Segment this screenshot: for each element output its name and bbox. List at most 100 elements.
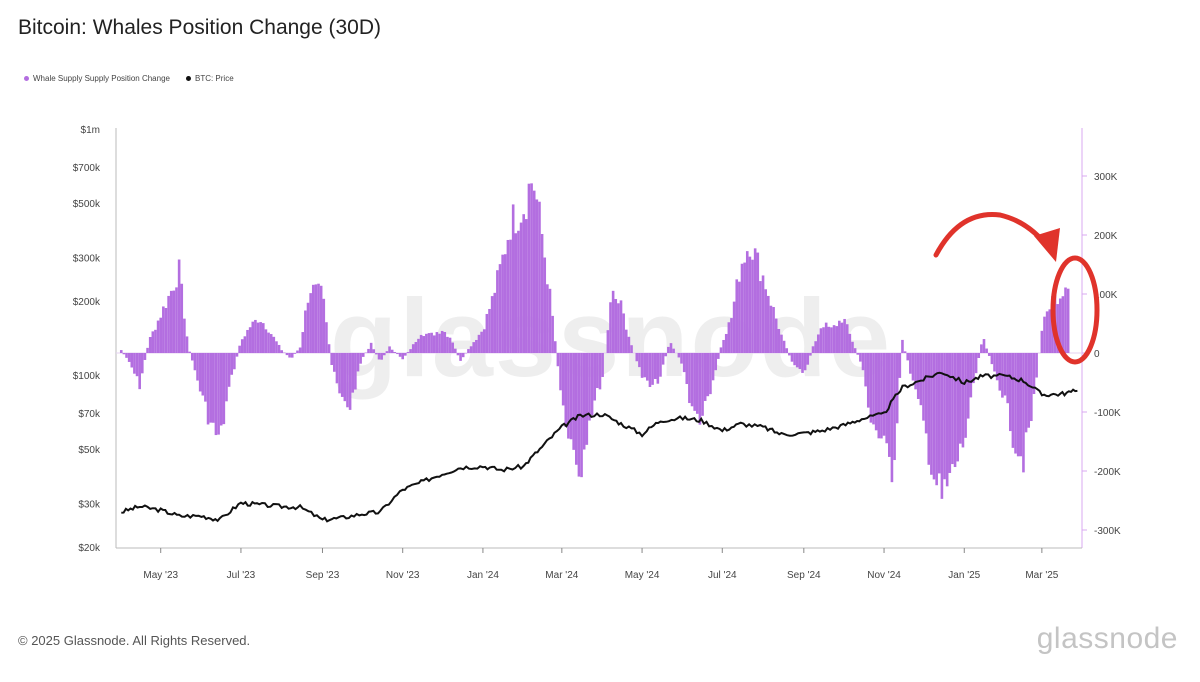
whale-bar — [959, 353, 962, 444]
whale-bar — [1064, 287, 1067, 353]
whale-bar — [940, 353, 944, 499]
whale-bar — [898, 353, 902, 378]
whale-bar — [525, 219, 528, 353]
whale-bar — [738, 281, 741, 353]
whale-bar — [743, 262, 746, 353]
whale-bar — [980, 344, 983, 353]
whale-bar — [635, 353, 639, 362]
whale-bar — [1027, 353, 1031, 428]
whale-bar — [840, 322, 844, 353]
whale-bar — [685, 353, 689, 385]
right-tick-label: 100K — [1094, 290, 1118, 301]
whale-bar — [522, 214, 525, 353]
whale-bar — [943, 353, 946, 480]
whale-bar — [609, 302, 612, 353]
whale-bar — [251, 321, 255, 353]
right-tick-label: -200K — [1094, 467, 1121, 478]
whale-bar — [425, 333, 428, 353]
whale-bar — [585, 353, 589, 445]
whale-bar — [966, 353, 970, 419]
whale-bar — [422, 336, 426, 353]
whale-bar — [872, 353, 875, 425]
whale-bar — [206, 353, 210, 425]
whale-bar — [148, 337, 152, 353]
whale-bar — [698, 353, 702, 425]
whale-bar — [188, 351, 191, 353]
x-tick-label: Mar '25 — [1025, 570, 1058, 581]
x-tick-label: Jul '24 — [708, 570, 737, 581]
whale-bar — [193, 353, 197, 371]
copyright-footer: © 2025 Glassnode. All Rights Reserved. — [18, 633, 251, 648]
whale-bar — [782, 340, 786, 353]
whale-bar — [396, 353, 399, 355]
whale-bar — [719, 347, 723, 353]
whale-bar — [882, 353, 886, 436]
whale-bar — [948, 353, 952, 473]
whale-bar — [527, 183, 531, 353]
whale-bar — [172, 290, 176, 353]
whale-bar — [969, 353, 973, 398]
whale-bar — [1061, 296, 1065, 353]
annotation-arrow — [933, 212, 1053, 258]
whale-bar — [756, 252, 760, 353]
whale-bar — [924, 353, 928, 434]
whale-bar — [330, 353, 333, 365]
whale-bar — [659, 353, 662, 377]
whale-bar — [567, 353, 570, 439]
whale-bar — [564, 353, 568, 427]
whale-bar — [204, 353, 207, 402]
whale-bar — [893, 353, 896, 461]
whale-bar — [212, 353, 215, 423]
whale-bar — [156, 320, 160, 353]
whale-bar — [343, 353, 347, 402]
whale-bar — [735, 279, 739, 353]
right-tick-label: 300K — [1094, 172, 1118, 183]
whale-bar — [511, 204, 515, 353]
whale-bar — [127, 353, 131, 362]
left-tick-label: $1m — [81, 125, 100, 136]
whale-bar — [146, 347, 149, 353]
whale-bar — [372, 349, 376, 353]
whale-bar — [793, 353, 796, 366]
whale-bar — [322, 298, 326, 353]
whale-bar — [361, 353, 365, 357]
whale-bar — [359, 353, 362, 364]
whale-bar — [832, 325, 836, 353]
whale-bar — [346, 353, 349, 408]
whale-bar — [446, 336, 449, 353]
whale-bar — [864, 353, 867, 387]
whale-bar — [1016, 353, 1020, 457]
whale-bar — [930, 353, 933, 475]
whale-bar — [945, 353, 949, 487]
whale-bar — [1019, 353, 1023, 457]
whale-bar — [640, 353, 644, 378]
whale-bar — [998, 353, 1002, 391]
whale-bar — [546, 284, 549, 353]
whale-bar — [304, 310, 307, 353]
whale-bar — [582, 353, 586, 450]
whale-bar — [309, 293, 312, 353]
x-tick-label: Sep '24 — [787, 570, 821, 581]
x-tick-label: Jan '25 — [948, 570, 980, 581]
whale-bar — [503, 254, 507, 353]
whale-bar — [225, 353, 228, 402]
whale-bar — [480, 331, 483, 353]
whale-bar — [519, 222, 523, 353]
whale-bar — [306, 302, 310, 353]
whale-bar — [1014, 353, 1017, 454]
whale-bar — [672, 348, 675, 353]
whale-bar — [703, 353, 707, 401]
whale-bar — [677, 353, 681, 358]
whale-bar — [490, 296, 494, 353]
left-tick-label: $700k — [73, 163, 101, 174]
whale-bar — [551, 315, 554, 353]
whale-bar — [990, 353, 994, 365]
whale-bar — [233, 353, 236, 370]
whale-bar — [890, 353, 894, 483]
whale-bar — [438, 333, 441, 353]
whale-bar — [653, 353, 657, 379]
whale-bar — [456, 353, 460, 356]
whale-bar — [911, 353, 915, 381]
whale-bar — [472, 342, 476, 353]
whale-bar — [761, 275, 765, 353]
